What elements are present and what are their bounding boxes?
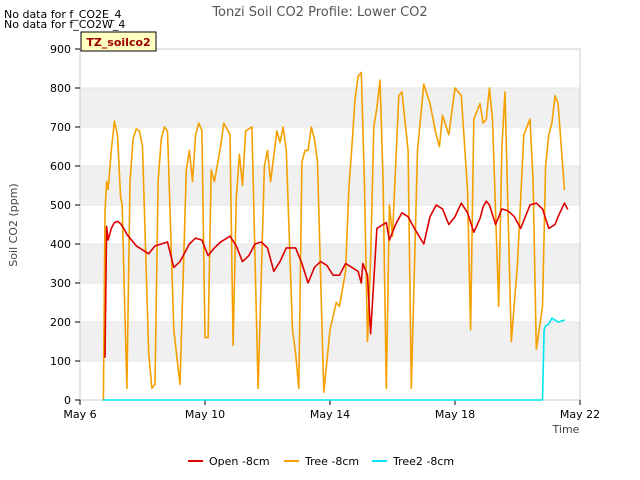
plot-background <box>79 48 581 401</box>
series-line-open-8cm <box>104 200 569 358</box>
legend-label: Open -8cm <box>209 455 270 468</box>
y-axis-label: Soil CO2 (ppm) <box>7 183 20 266</box>
x-tick-label: May 18 <box>435 408 475 421</box>
no-data-note-1: No data for f_CO2E_4 <box>4 8 122 21</box>
x-axis-label: Time <box>552 423 580 436</box>
y-tick-label: 100 <box>50 355 71 368</box>
legend-label: Tree -8cm <box>304 455 359 468</box>
legend: Open -8cm Tree -8cm Tree2 -8cm <box>188 455 454 468</box>
chart-title: Tonzi Soil CO2 Profile: Lower CO2 <box>211 5 427 20</box>
y-tick-label: 600 <box>50 160 71 173</box>
y-tick-label: 800 <box>50 82 71 95</box>
site-badge: TZ_soilco2 <box>80 31 157 52</box>
grid-band <box>80 244 580 283</box>
grid-band <box>80 166 580 205</box>
x-tick-label: May 10 <box>185 408 225 421</box>
x-tick-label: May 6 <box>63 408 96 421</box>
x-axis: May 6 May 10 May 14 May 18 May 22 <box>63 400 600 421</box>
series-line-tree-8cm <box>102 71 566 401</box>
y-tick-label: 900 <box>50 43 71 56</box>
series-group <box>102 71 569 401</box>
y-tick-label: 0 <box>64 394 71 407</box>
y-tick-label: 700 <box>50 121 71 134</box>
x-tick-label: May 22 <box>560 408 600 421</box>
site-badge-label: TZ_soilco2 <box>86 36 150 49</box>
y-tick-label: 200 <box>50 316 71 329</box>
y-tick-label: 500 <box>50 199 71 212</box>
y-axis: 0 100 200 300 400 500 600 700 800 900 <box>50 43 80 407</box>
legend-label: Tree2 -8cm <box>392 455 454 468</box>
series-line-tree2-8cm <box>102 317 566 401</box>
y-tick-label: 300 <box>50 277 71 290</box>
grid-band <box>80 88 580 127</box>
x-tick-label: May 14 <box>310 408 350 421</box>
no-data-note-2: No data for f_CO2W_4 <box>4 18 125 31</box>
y-tick-label: 400 <box>50 238 71 251</box>
